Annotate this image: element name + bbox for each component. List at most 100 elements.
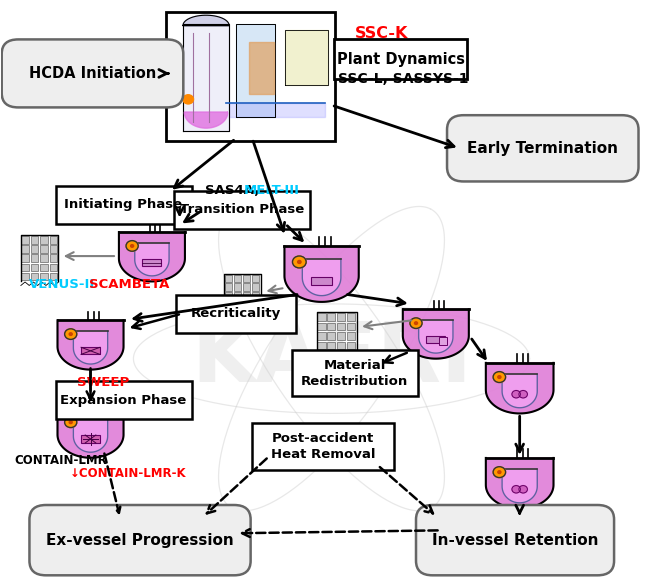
FancyBboxPatch shape <box>40 236 48 244</box>
FancyBboxPatch shape <box>347 342 355 349</box>
Circle shape <box>131 244 134 247</box>
FancyBboxPatch shape <box>243 309 250 317</box>
FancyBboxPatch shape <box>30 263 38 271</box>
FancyBboxPatch shape <box>40 245 48 253</box>
FancyBboxPatch shape <box>81 347 100 354</box>
FancyBboxPatch shape <box>337 342 345 349</box>
FancyBboxPatch shape <box>318 351 326 359</box>
FancyBboxPatch shape <box>166 12 335 141</box>
FancyBboxPatch shape <box>56 186 192 224</box>
FancyBboxPatch shape <box>225 301 232 308</box>
FancyBboxPatch shape <box>176 295 296 333</box>
Text: MELT-III: MELT-III <box>244 184 300 197</box>
FancyBboxPatch shape <box>292 350 418 397</box>
FancyBboxPatch shape <box>40 263 48 271</box>
Polygon shape <box>249 42 274 94</box>
Circle shape <box>126 241 138 251</box>
FancyBboxPatch shape <box>416 505 614 576</box>
Text: SWEEP: SWEEP <box>78 376 129 389</box>
Text: ↓CONTAIN-LMR-K: ↓CONTAIN-LMR-K <box>70 467 186 481</box>
FancyBboxPatch shape <box>252 292 259 299</box>
FancyBboxPatch shape <box>252 423 394 470</box>
Text: CONTAIN-LMR: CONTAIN-LMR <box>15 453 107 467</box>
Polygon shape <box>403 309 469 358</box>
FancyBboxPatch shape <box>243 292 250 299</box>
FancyBboxPatch shape <box>328 342 335 349</box>
Polygon shape <box>486 458 554 508</box>
FancyBboxPatch shape <box>328 313 335 321</box>
Text: Post-accident
Heat Removal: Post-accident Heat Removal <box>271 432 375 461</box>
Polygon shape <box>119 232 185 281</box>
Text: SSC-K: SSC-K <box>355 26 408 41</box>
FancyBboxPatch shape <box>30 273 38 280</box>
FancyBboxPatch shape <box>328 323 335 331</box>
Circle shape <box>69 421 72 424</box>
Polygon shape <box>502 374 537 408</box>
FancyBboxPatch shape <box>252 301 259 308</box>
FancyBboxPatch shape <box>2 39 183 108</box>
FancyBboxPatch shape <box>318 332 326 340</box>
Text: VENUS-II: VENUS-II <box>29 278 95 291</box>
FancyBboxPatch shape <box>225 309 232 317</box>
FancyBboxPatch shape <box>337 323 345 331</box>
FancyBboxPatch shape <box>50 263 57 271</box>
FancyBboxPatch shape <box>447 115 638 181</box>
Circle shape <box>298 261 301 263</box>
Circle shape <box>512 390 520 398</box>
Circle shape <box>64 329 77 339</box>
FancyBboxPatch shape <box>81 435 100 442</box>
Polygon shape <box>285 30 328 85</box>
Circle shape <box>519 390 527 398</box>
Text: SCAMBETA: SCAMBETA <box>89 278 169 291</box>
FancyBboxPatch shape <box>243 284 250 291</box>
Polygon shape <box>229 104 325 116</box>
FancyBboxPatch shape <box>234 284 241 291</box>
FancyBboxPatch shape <box>225 292 232 299</box>
Text: SSC-L, SASSYS-1: SSC-L, SASSYS-1 <box>338 72 469 86</box>
Text: Recriticality: Recriticality <box>191 307 281 320</box>
Text: Material
Redistribution: Material Redistribution <box>301 358 408 387</box>
Circle shape <box>498 471 501 474</box>
FancyBboxPatch shape <box>234 309 241 317</box>
FancyBboxPatch shape <box>30 245 38 253</box>
FancyBboxPatch shape <box>234 301 241 308</box>
Circle shape <box>512 486 520 493</box>
FancyBboxPatch shape <box>225 284 232 291</box>
Polygon shape <box>502 470 537 503</box>
Polygon shape <box>486 363 554 413</box>
FancyBboxPatch shape <box>243 275 250 282</box>
FancyBboxPatch shape <box>40 254 48 262</box>
FancyBboxPatch shape <box>311 277 332 285</box>
Polygon shape <box>184 112 228 128</box>
FancyBboxPatch shape <box>30 236 38 244</box>
Circle shape <box>414 322 418 324</box>
FancyBboxPatch shape <box>347 313 355 321</box>
FancyBboxPatch shape <box>50 236 57 244</box>
FancyBboxPatch shape <box>328 351 335 359</box>
FancyBboxPatch shape <box>143 259 161 266</box>
FancyBboxPatch shape <box>243 301 250 308</box>
FancyBboxPatch shape <box>21 263 29 271</box>
Polygon shape <box>74 331 107 364</box>
Circle shape <box>498 376 501 379</box>
Circle shape <box>292 256 306 268</box>
Circle shape <box>519 486 527 493</box>
Polygon shape <box>302 259 341 296</box>
FancyBboxPatch shape <box>21 254 29 262</box>
FancyBboxPatch shape <box>21 245 29 253</box>
Circle shape <box>183 95 194 104</box>
Circle shape <box>493 467 506 478</box>
Polygon shape <box>418 320 453 353</box>
Text: Expansion Phase: Expansion Phase <box>60 394 187 406</box>
Polygon shape <box>74 420 107 452</box>
FancyBboxPatch shape <box>50 245 57 253</box>
FancyBboxPatch shape <box>347 332 355 340</box>
FancyBboxPatch shape <box>426 336 446 343</box>
Text: Transition Phase: Transition Phase <box>180 203 304 217</box>
Text: Early Termination: Early Termination <box>467 141 619 156</box>
FancyBboxPatch shape <box>29 505 251 576</box>
FancyBboxPatch shape <box>252 275 259 282</box>
Circle shape <box>493 372 506 383</box>
FancyBboxPatch shape <box>56 381 192 419</box>
FancyBboxPatch shape <box>21 236 29 244</box>
